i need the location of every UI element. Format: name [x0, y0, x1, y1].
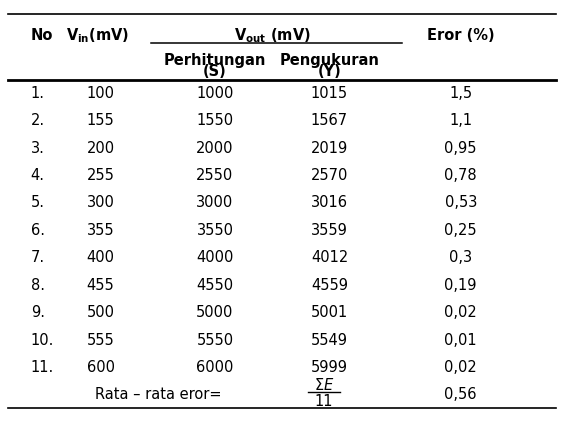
- Text: 4012: 4012: [311, 250, 348, 265]
- Text: 11: 11: [315, 395, 333, 409]
- Text: 2019: 2019: [311, 141, 348, 155]
- Text: 1550: 1550: [196, 113, 233, 128]
- Text: 300: 300: [86, 195, 114, 211]
- Text: $\mathbf{V_{in}}$​(mV): $\mathbf{V_{in}}$​(mV): [66, 26, 129, 45]
- Text: 5549: 5549: [311, 332, 348, 348]
- Text: 200: 200: [86, 141, 114, 155]
- Text: 5001: 5001: [311, 305, 348, 320]
- Text: 0,02: 0,02: [444, 360, 477, 375]
- Text: 2000: 2000: [196, 141, 233, 155]
- Text: 11.: 11.: [30, 360, 54, 375]
- Text: 0,78: 0,78: [444, 168, 477, 183]
- Text: 3.: 3.: [30, 141, 45, 155]
- Text: 0,53: 0,53: [444, 195, 477, 211]
- Text: 155: 155: [87, 113, 114, 128]
- Text: 5999: 5999: [311, 360, 348, 375]
- Text: 355: 355: [87, 223, 114, 238]
- Text: 0,3: 0,3: [449, 250, 472, 265]
- Text: No: No: [30, 28, 53, 43]
- Text: 100: 100: [86, 86, 114, 101]
- Text: 3559: 3559: [311, 223, 348, 238]
- Text: 1,1: 1,1: [449, 113, 472, 128]
- Text: 4000: 4000: [196, 250, 233, 265]
- Text: 2.: 2.: [30, 113, 45, 128]
- Text: 6000: 6000: [196, 360, 233, 375]
- Text: 600: 600: [86, 360, 114, 375]
- Text: 8.: 8.: [30, 278, 45, 293]
- Text: 0,56: 0,56: [444, 388, 477, 402]
- Text: 5.: 5.: [30, 195, 45, 211]
- Text: 3550: 3550: [196, 223, 233, 238]
- Text: 4550: 4550: [196, 278, 233, 293]
- Text: 4.: 4.: [30, 168, 45, 183]
- Text: (Y): (Y): [318, 64, 341, 79]
- Text: 1.: 1.: [30, 86, 45, 101]
- Text: Perhitungan: Perhitungan: [164, 53, 266, 68]
- Text: 0,25: 0,25: [444, 223, 477, 238]
- Text: 0,01: 0,01: [444, 332, 477, 348]
- Text: 3016: 3016: [311, 195, 348, 211]
- Text: 2570: 2570: [311, 168, 348, 183]
- Text: 10.: 10.: [30, 332, 54, 348]
- Text: Eror (%): Eror (%): [427, 28, 495, 43]
- Text: 2550: 2550: [196, 168, 233, 183]
- Text: 5000: 5000: [196, 305, 233, 320]
- Text: 500: 500: [86, 305, 114, 320]
- Text: (S): (S): [203, 64, 227, 79]
- Text: 555: 555: [87, 332, 114, 348]
- Text: $\mathbf{V_{out}}$ (mV): $\mathbf{V_{out}}$ (mV): [234, 26, 311, 45]
- Text: Rata – rata eror=: Rata – rata eror=: [95, 388, 222, 402]
- Text: 9.: 9.: [30, 305, 45, 320]
- Text: 455: 455: [87, 278, 114, 293]
- Text: 1567: 1567: [311, 113, 348, 128]
- Text: 0,19: 0,19: [444, 278, 477, 293]
- Text: 0,02: 0,02: [444, 305, 477, 320]
- Text: 6.: 6.: [30, 223, 45, 238]
- Text: 3000: 3000: [196, 195, 233, 211]
- Text: 4559: 4559: [311, 278, 348, 293]
- Text: 5550: 5550: [196, 332, 233, 348]
- Text: 1000: 1000: [196, 86, 233, 101]
- Text: 255: 255: [86, 168, 114, 183]
- Text: 0,95: 0,95: [444, 141, 477, 155]
- Text: Pengukuran: Pengukuran: [280, 53, 380, 68]
- Text: 400: 400: [86, 250, 114, 265]
- Text: 7.: 7.: [30, 250, 45, 265]
- Text: 1015: 1015: [311, 86, 348, 101]
- Text: 1,5: 1,5: [449, 86, 472, 101]
- Text: $\mathit{\Sigma E}$: $\mathit{\Sigma E}$: [314, 377, 334, 393]
